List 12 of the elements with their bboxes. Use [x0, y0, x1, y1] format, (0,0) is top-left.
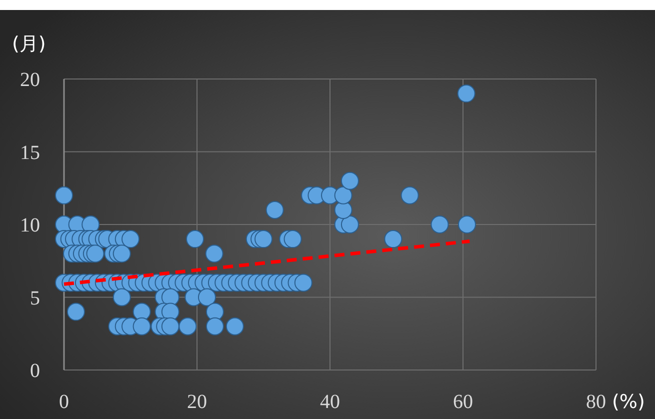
y-tick-label: 15: [20, 142, 40, 164]
x-tick-label: 80: [586, 391, 606, 413]
y-tick-label: 10: [20, 214, 40, 236]
y-tick-label: 20: [20, 69, 40, 91]
x-tick-label: 20: [187, 391, 207, 413]
y-tick-label: 5: [30, 287, 40, 310]
y-tick-label: 0: [30, 360, 40, 382]
x-axis-title: (%): [612, 391, 645, 413]
y-axis-title: (月): [12, 33, 46, 55]
x-tick-label: 60: [453, 391, 473, 413]
x-tick-label: 0: [59, 391, 69, 413]
x-tick-label: 40: [320, 391, 340, 413]
